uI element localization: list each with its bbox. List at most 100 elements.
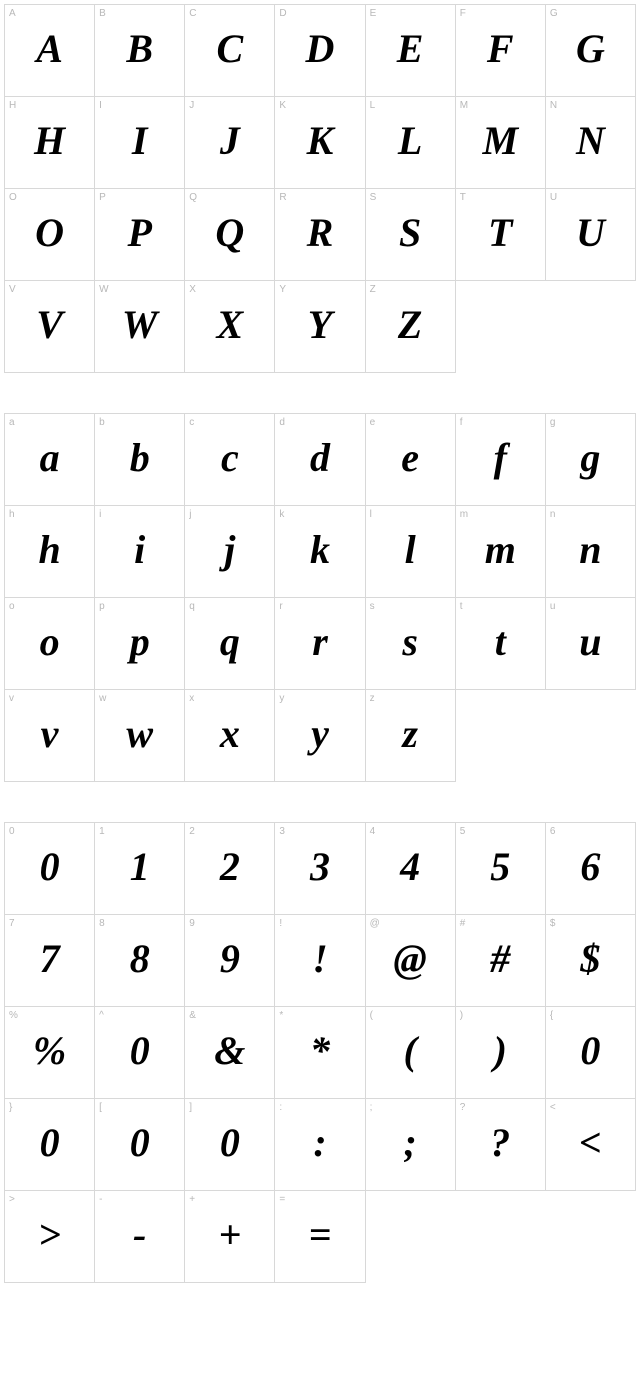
glyph-cell: }0 [5,1099,95,1191]
glyph-label: I [99,100,102,111]
glyph-label: K [279,100,286,111]
glyph-cell: hh [5,506,95,598]
glyph-display: e [401,438,419,478]
glyph-display: d [310,438,330,478]
glyph-display: b [130,438,150,478]
glyph-display: * [310,1031,330,1071]
glyph-label: W [99,284,108,295]
glyph-display: ) [494,1031,507,1071]
glyph-label: ? [460,1102,466,1113]
glyph-cell: %% [5,1007,95,1099]
glyph-display: 5 [490,847,510,887]
glyph-cell: DD [275,5,365,97]
glyph-label: A [9,8,16,19]
glyph-cell: QQ [185,189,275,281]
glyph-display: L [398,121,422,161]
chart-section-lowercase: aabbccddeeffgghhiijjkkllmmnnooppqqrrsstt… [4,413,636,782]
glyph-display: $ [580,939,600,979]
glyph-display: 0 [130,1123,150,1163]
glyph-display: 4 [400,847,420,887]
glyph-cell: ee [366,414,456,506]
glyph-label: ) [460,1010,463,1021]
glyph-cell: tt [456,598,546,690]
glyph-display: M [482,121,518,161]
glyph-cell: 77 [5,915,95,1007]
glyph-display: t [495,622,506,662]
glyph-label: P [99,192,106,203]
glyph-label: G [550,8,558,19]
glyph-display: & [214,1031,245,1071]
glyph-label: 6 [550,826,556,837]
glyph-label: # [460,918,466,929]
glyph-cell: TT [456,189,546,281]
glyph-label: r [279,601,282,612]
glyph-display: C [217,29,244,69]
glyph-display: I [132,121,148,161]
glyph-cell: ## [456,915,546,1007]
glyph-cell: AA [5,5,95,97]
glyph-label: L [370,100,376,111]
empty-cell [546,1191,636,1283]
glyph-cell: ii [95,506,185,598]
empty-cell [366,1191,456,1283]
glyph-display: - [133,1215,146,1255]
glyph-display: p [130,622,150,662]
glyph-cell: II [95,97,185,189]
glyph-display: l [405,530,416,570]
glyph-cell: VV [5,281,95,373]
glyph-label: y [279,693,284,704]
glyph-label: $ [550,918,556,929]
glyph-cell: xx [185,690,275,782]
glyph-label: + [189,1194,195,1205]
glyph-display: 0 [220,1123,240,1163]
glyph-display: g [580,438,600,478]
glyph-label: X [189,284,196,295]
glyph-label: : [279,1102,282,1113]
glyph-display: 0 [130,1031,150,1071]
glyph-display: ! [312,939,328,979]
glyph-label: q [189,601,195,612]
glyph-cell: jj [185,506,275,598]
glyph-label: F [460,8,466,19]
glyph-display: V [36,305,63,345]
glyph-display: ( [403,1031,416,1071]
glyph-cell: :: [275,1099,365,1191]
glyph-cell: mm [456,506,546,598]
glyph-label: D [279,8,286,19]
glyph-label: p [99,601,105,612]
glyph-display: j [224,530,235,570]
glyph-label: Q [189,192,197,203]
chart-grid: aabbccddeeffgghhiijjkkllmmnnooppqqrrsstt… [4,413,636,782]
glyph-label: 8 [99,918,105,929]
glyph-label: * [279,1010,283,1021]
glyph-cell: aa [5,414,95,506]
glyph-cell: -- [95,1191,185,1283]
glyph-display: q [220,622,240,662]
glyph-label: 2 [189,826,195,837]
glyph-cell: ]0 [185,1099,275,1191]
glyph-display: # [490,939,510,979]
glyph-cell: nn [546,506,636,598]
glyph-label: U [550,192,557,203]
glyph-display: B [126,29,153,69]
glyph-cell: CC [185,5,275,97]
glyph-label: n [550,509,556,520]
glyph-cell: XX [185,281,275,373]
glyph-label: d [279,417,285,428]
glyph-label: x [189,693,194,704]
glyph-display: = [309,1215,332,1255]
glyph-display: G [576,29,605,69]
glyph-display: S [399,213,421,253]
glyph-cell: LL [366,97,456,189]
glyph-display: E [397,29,424,69]
glyph-cell: ff [456,414,546,506]
glyph-display: Z [398,305,422,345]
glyph-display: v [41,714,59,754]
glyph-cell: ll [366,506,456,598]
glyph-cell: pp [95,598,185,690]
glyph-label: 5 [460,826,466,837]
glyph-display: 0 [580,1031,600,1071]
glyph-cell: ^0 [95,1007,185,1099]
glyph-cell: ?? [456,1099,546,1191]
glyph-label: 7 [9,918,15,929]
